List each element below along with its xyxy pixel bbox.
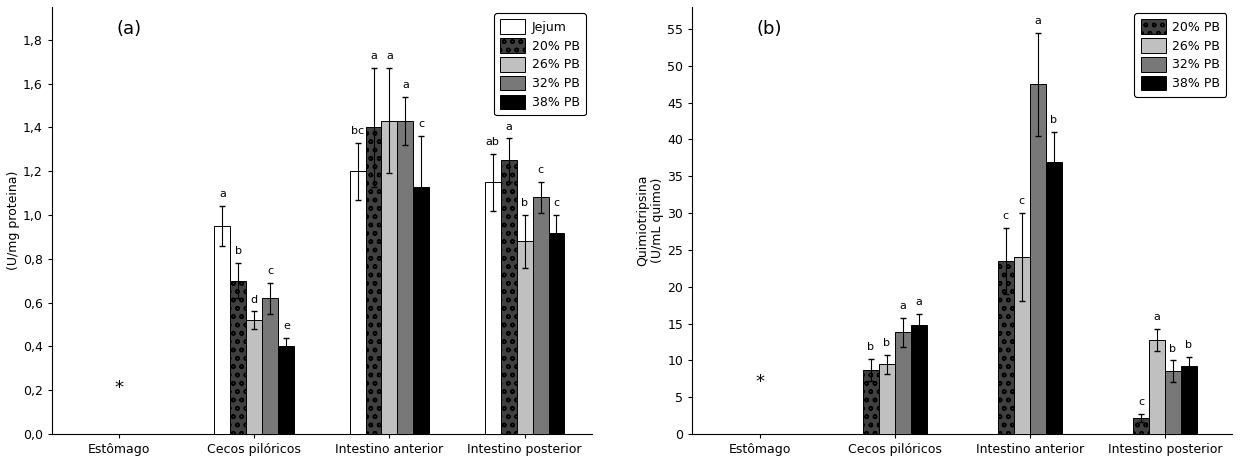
Text: a: a [899,301,907,311]
Text: b: b [1170,344,1176,354]
Bar [533,198,549,434]
Bar [231,281,246,434]
Text: b: b [883,338,891,348]
Bar [1046,162,1062,434]
Text: c: c [1138,397,1144,407]
Legend: 20% PB, 26% PB, 32% PB, 38% PB: 20% PB, 26% PB, 32% PB, 38% PB [1134,13,1226,97]
Text: c: c [419,119,425,129]
Bar [1181,366,1197,434]
Text: *: * [114,379,124,397]
Text: c: c [1018,196,1025,206]
Bar [910,325,927,434]
Text: a: a [219,189,226,200]
Bar [484,182,501,434]
Bar [1030,84,1046,434]
Bar [414,187,430,434]
Bar [1133,418,1149,434]
Bar [517,241,533,434]
Text: a: a [1035,16,1041,26]
Bar [879,364,894,434]
Text: c: c [267,266,273,276]
Text: b: b [867,342,874,352]
Legend: Jejum, 20% PB, 26% PB, 32% PB, 38% PB: Jejum, 20% PB, 26% PB, 32% PB, 38% PB [494,13,586,115]
Bar [549,232,564,434]
Text: b: b [522,198,528,208]
Text: b: b [1185,340,1192,350]
Text: (b): (b) [756,20,782,38]
Bar [501,160,517,434]
Text: a: a [386,51,392,62]
Text: b: b [1051,115,1057,125]
Text: c: c [554,198,560,208]
Bar [278,346,294,434]
Text: a: a [915,297,922,307]
Bar [1013,257,1030,434]
Bar [215,226,231,434]
Text: a: a [505,121,512,131]
Text: a: a [1154,312,1160,322]
Y-axis label: Quimiotripsina
(U/mL quimo): Quimiotripsina (U/mL quimo) [636,175,664,266]
Text: d: d [251,294,258,305]
Y-axis label: (U/mg proteina): (U/mg proteina) [7,171,20,270]
Text: a: a [402,80,409,90]
Bar [1149,340,1165,434]
Text: c: c [1002,211,1009,221]
Bar [863,370,879,434]
Bar [262,298,278,434]
Bar [1165,371,1181,434]
Bar [381,121,397,434]
Text: *: * [755,374,764,392]
Text: bc: bc [351,126,364,136]
Bar [365,127,381,434]
Text: ab: ab [486,137,499,147]
Text: (a): (a) [117,20,142,38]
Bar [397,121,414,434]
Bar [894,332,910,434]
Bar [997,261,1013,434]
Text: a: a [370,51,376,62]
Text: b: b [235,246,242,257]
Text: c: c [538,165,544,175]
Text: e: e [283,321,289,331]
Bar [349,171,365,434]
Bar [246,320,262,434]
